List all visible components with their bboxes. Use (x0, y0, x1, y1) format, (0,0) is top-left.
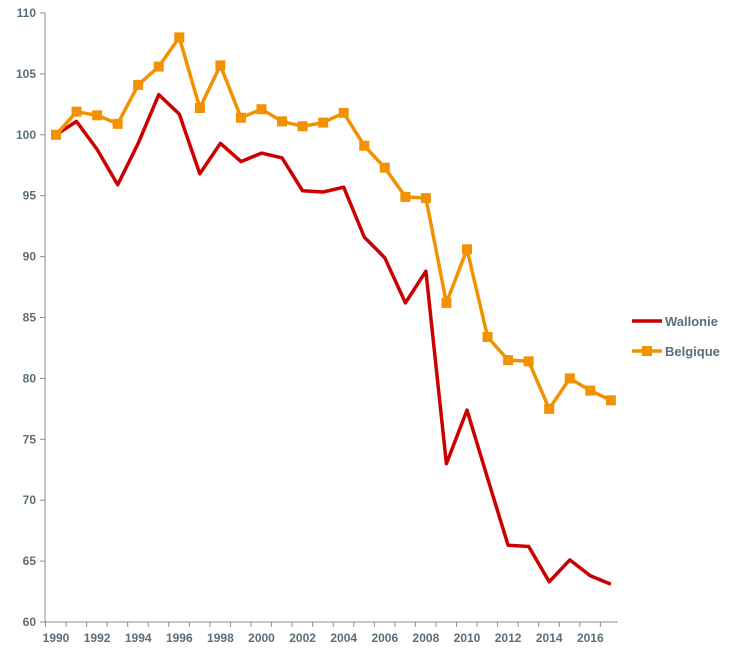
y-tick-label: 65 (23, 554, 37, 568)
x-tick-label: 1992 (84, 631, 111, 645)
x-tick-label: 2016 (577, 631, 604, 645)
data-point-belgique (379, 162, 390, 173)
data-point-belgique (585, 385, 596, 396)
x-tick-label: 2004 (330, 631, 357, 645)
data-point-belgique (605, 395, 616, 406)
y-tick-label: 90 (23, 250, 37, 264)
x-tick-label: 2002 (289, 631, 316, 645)
data-point-belgique (359, 140, 370, 151)
y-tick-label: 105 (16, 67, 36, 81)
data-point-belgique (462, 244, 472, 255)
data-point-belgique (564, 373, 575, 384)
data-point-belgique (441, 297, 452, 308)
y-tick-label: 100 (16, 128, 36, 142)
data-point-belgique (420, 193, 431, 204)
y-tick-label: 110 (17, 6, 37, 20)
data-point-belgique (338, 107, 349, 118)
axes: 60 65 70 75 80 85 90 95 100 105 110 1990 1992 1994 199… (16, 6, 618, 645)
data-point-belgique (318, 117, 329, 128)
data-point-belgique (51, 129, 61, 140)
data-point-belgique (174, 32, 185, 43)
data-point-belgique (215, 60, 226, 71)
x-tick-label: 1994 (125, 631, 152, 645)
x-tick-label: 1996 (166, 631, 193, 645)
data-point-belgique (503, 355, 514, 366)
data-point-belgique (256, 104, 267, 115)
x-tick-label: 1990 (43, 631, 70, 645)
data-point-belgique (153, 61, 164, 72)
data-point-belgique (297, 121, 308, 132)
data-point-belgique (235, 112, 246, 123)
x-tick-label: 1998 (207, 631, 234, 645)
legend-label-wallonie: Wallonie (665, 314, 718, 329)
data-point-belgique (71, 106, 82, 117)
data-point-belgique (133, 79, 144, 90)
data-point-belgique (194, 103, 205, 114)
data-point-belgique (277, 116, 288, 127)
x-tick-label: 2000 (248, 631, 275, 645)
y-tick-label: 85 (23, 311, 37, 325)
data-point-belgique (482, 331, 493, 342)
y-tick-label: 95 (23, 189, 37, 203)
legend: Wallonie Belgique (632, 314, 720, 359)
series-line-belgique (54, 35, 612, 411)
data-point-belgique (544, 403, 555, 414)
data-point-belgique (112, 118, 123, 129)
legend-label-belgique: Belgique (665, 344, 720, 359)
data-point-belgique (92, 110, 103, 121)
x-tick-label: 2014 (536, 631, 563, 645)
y-tick-label: 70 (23, 493, 37, 507)
data-point-belgique (523, 356, 534, 367)
series-layer (51, 32, 616, 586)
x-tick-label: 2012 (495, 631, 522, 645)
series-line-wallonie (55, 92, 612, 586)
y-tick-label: 80 (23, 371, 37, 385)
x-tick-label: 2008 (413, 631, 440, 645)
data-point-belgique (400, 191, 411, 202)
y-tick-label: 60 (23, 615, 37, 629)
legend-marker-belgique (642, 346, 652, 356)
x-tick-label: 2006 (371, 631, 398, 645)
x-tick-label: 2010 (454, 631, 481, 645)
y-tick-label: 75 (23, 432, 37, 446)
